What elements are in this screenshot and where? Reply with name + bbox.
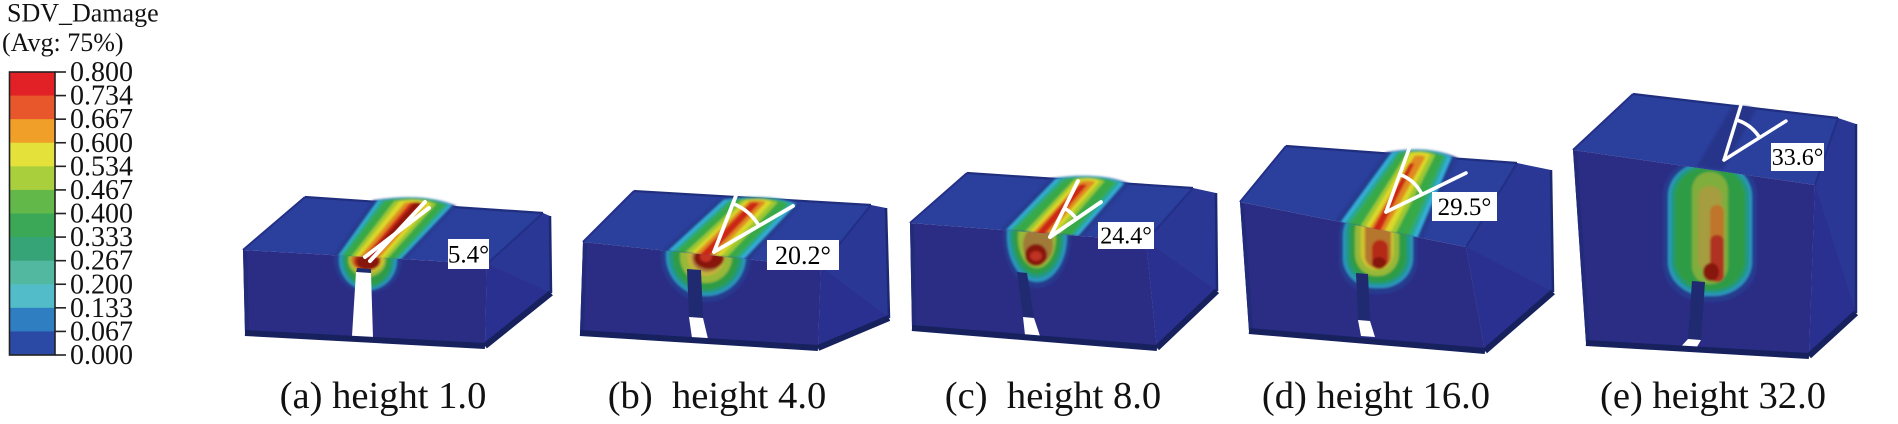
svg-text:0.067: 0.067 xyxy=(70,316,133,347)
svg-text:0.333: 0.333 xyxy=(70,222,133,253)
svg-text:29.5°: 29.5° xyxy=(1438,194,1492,221)
svg-text:(e) height 32.0: (e) height 32.0 xyxy=(1600,375,1826,417)
svg-text:(b) height 4.0: (b) height 4.0 xyxy=(608,375,827,417)
svg-text:5.4°: 5.4° xyxy=(448,242,489,269)
svg-text:(d) height 16.0: (d) height 16.0 xyxy=(1262,375,1490,417)
svg-text:0.467: 0.467 xyxy=(70,175,133,206)
svg-text:0.400: 0.400 xyxy=(70,199,133,230)
svg-text:0.267: 0.267 xyxy=(70,246,133,277)
svg-text:24.4°: 24.4° xyxy=(1100,224,1152,250)
svg-text:20.2°: 20.2° xyxy=(775,241,831,270)
svg-text:(Avg: 75%): (Avg: 75%) xyxy=(2,28,124,57)
svg-text:0.000: 0.000 xyxy=(70,340,133,371)
svg-text:0.600: 0.600 xyxy=(70,128,133,159)
svg-text:SDV_Damage: SDV_Damage xyxy=(7,0,159,28)
svg-text:0.734: 0.734 xyxy=(70,81,133,112)
svg-text:0.200: 0.200 xyxy=(70,269,133,300)
svg-text:33.6°: 33.6° xyxy=(1772,145,1824,171)
svg-text:(c) height 8.0: (c) height 8.0 xyxy=(945,375,1161,417)
svg-text:(a) height 1.0: (a) height 1.0 xyxy=(280,375,487,417)
svg-text:0.534: 0.534 xyxy=(70,151,133,182)
svg-text:0.667: 0.667 xyxy=(70,104,133,135)
svg-text:0.800: 0.800 xyxy=(70,57,133,88)
svg-text:0.133: 0.133 xyxy=(70,293,133,324)
